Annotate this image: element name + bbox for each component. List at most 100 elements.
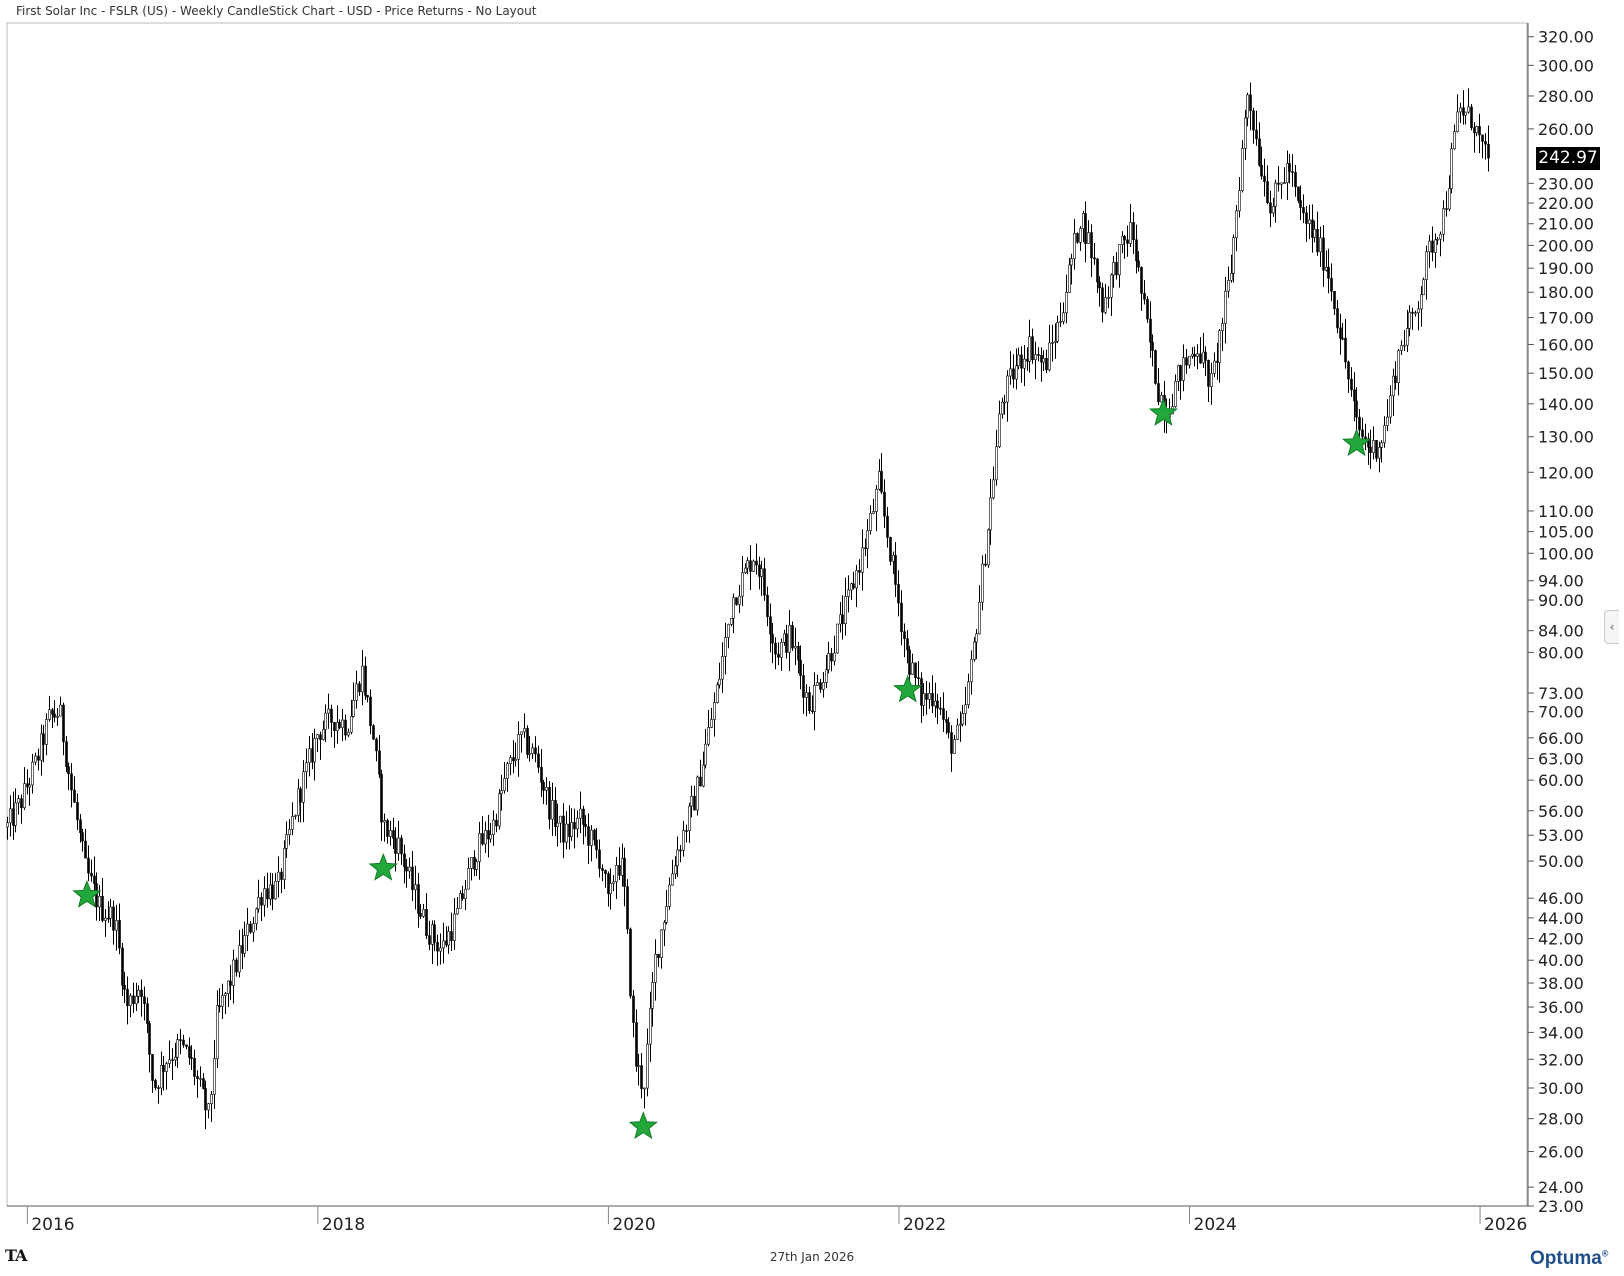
- candle-body: [193, 1057, 196, 1077]
- candle-body: [492, 819, 495, 836]
- y-tick-label: 63.00: [1538, 749, 1584, 768]
- candle-body: [1065, 292, 1068, 314]
- candle-body: [517, 734, 520, 760]
- candle-body: [157, 1087, 160, 1089]
- candle-body: [408, 866, 411, 872]
- candle-body: [288, 829, 291, 835]
- candle-body: [531, 747, 534, 754]
- candle-body: [537, 753, 540, 768]
- y-tick-label: 60.00: [1538, 771, 1584, 790]
- candle-body: [1045, 358, 1048, 371]
- candle-body: [95, 883, 98, 908]
- candle-body: [866, 530, 869, 549]
- candle-body: [459, 893, 462, 909]
- candle-body: [1358, 416, 1361, 431]
- candle-body: [1185, 357, 1188, 366]
- time-axis[interactable]: 2016 2018 2020 2022 2024 2026: [26, 1206, 1527, 1235]
- candle-body: [355, 683, 358, 701]
- y-tick-label: 84.00: [1538, 622, 1584, 641]
- candle-body: [724, 637, 727, 657]
- candle-body: [609, 883, 612, 894]
- candle-body: [833, 652, 836, 662]
- candle-body: [1459, 107, 1462, 113]
- candle-body: [889, 537, 892, 562]
- candle-body: [1129, 222, 1132, 244]
- candle-body: [704, 743, 707, 766]
- candle-body: [372, 725, 375, 740]
- candle-body: [554, 800, 557, 828]
- candle-body: [1456, 111, 1459, 132]
- candle-body: [224, 993, 227, 996]
- y-tick-label: 280.00: [1538, 87, 1594, 106]
- candle-body: [514, 759, 517, 762]
- candle-body: [246, 923, 249, 936]
- candle-body: [478, 833, 481, 862]
- candle-body: [1037, 354, 1040, 356]
- chevron-left-icon[interactable]: ‹: [1604, 610, 1619, 644]
- candle-body: [378, 750, 381, 775]
- y-tick-label: 38.00: [1538, 974, 1584, 993]
- candle-body: [1274, 182, 1277, 207]
- candle-body: [808, 692, 811, 712]
- candle-body: [1174, 381, 1177, 407]
- y-tick-label: 160.00: [1538, 336, 1594, 355]
- candle-body: [802, 675, 805, 698]
- candle-body: [623, 857, 626, 887]
- y-tick-label: 28.00: [1538, 1110, 1584, 1129]
- candle-body: [587, 826, 590, 846]
- candle-body: [333, 722, 336, 731]
- candle-body: [523, 728, 526, 733]
- candle-body: [1115, 261, 1118, 276]
- y-tick-label: 190.00: [1538, 259, 1594, 278]
- candle-body: [1227, 280, 1230, 292]
- candle-body: [1299, 200, 1302, 208]
- optuma-logo: Optuma®: [1530, 1248, 1608, 1270]
- candle-body: [271, 884, 274, 900]
- candle-body: [526, 728, 529, 755]
- candle-body: [886, 515, 889, 538]
- candle-body: [1244, 117, 1247, 149]
- candle-body: [660, 929, 663, 958]
- y-tick-label: 120.00: [1538, 463, 1594, 482]
- candle-body: [635, 1022, 638, 1067]
- candle-body: [1411, 311, 1414, 314]
- candle-body: [500, 790, 503, 794]
- candle-body: [1112, 261, 1115, 276]
- candle-body: [1294, 172, 1297, 188]
- candle-body: [1266, 181, 1269, 204]
- candle-body: [978, 601, 981, 635]
- candle-body: [90, 872, 93, 877]
- candle-body: [702, 764, 705, 787]
- candle-body: [1380, 442, 1383, 448]
- candle-body: [1126, 239, 1129, 244]
- candle-body: [1272, 206, 1275, 214]
- candle-body: [1341, 337, 1344, 340]
- candle-body: [730, 617, 733, 625]
- candle-body: [920, 678, 923, 706]
- candle-body: [202, 1078, 205, 1089]
- candle-body: [671, 873, 674, 886]
- candle-body: [763, 568, 766, 596]
- candle-body: [1375, 440, 1378, 459]
- candle-body: [489, 834, 492, 840]
- candle-body: [551, 800, 554, 820]
- candle-body: [1291, 171, 1294, 173]
- candle-body: [858, 570, 861, 573]
- candle-body: [344, 719, 347, 736]
- candle-body: [283, 848, 286, 880]
- y-tick-label: 66.00: [1538, 729, 1584, 748]
- candle-body: [291, 816, 294, 830]
- candle-body: [148, 1023, 151, 1055]
- candle-body: [176, 1039, 179, 1058]
- candle-body: [121, 947, 124, 986]
- candle-body: [1048, 342, 1051, 371]
- candle-body: [604, 870, 607, 874]
- candle-body: [1104, 297, 1107, 313]
- candle-body: [880, 471, 883, 493]
- y-tick-label: 23.00: [1538, 1197, 1584, 1216]
- y-tick-label: 200.00: [1538, 236, 1594, 255]
- candle-body: [945, 719, 948, 723]
- candle-body: [216, 1005, 219, 1059]
